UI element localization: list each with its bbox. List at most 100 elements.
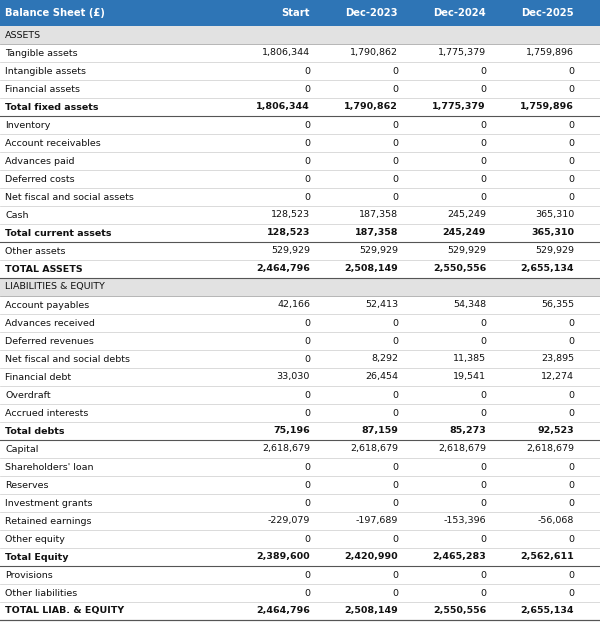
Text: 187,358: 187,358 [359, 211, 398, 219]
Bar [0, 80, 600, 98]
Text: 1,790,862: 1,790,862 [350, 48, 398, 57]
Text: 0: 0 [304, 336, 310, 345]
Text: 2,655,134: 2,655,134 [521, 265, 574, 273]
Text: 0: 0 [480, 193, 486, 202]
Bar [0, 44, 600, 62]
Text: 0: 0 [480, 462, 486, 471]
Text: 0: 0 [392, 120, 398, 130]
Text: 0: 0 [480, 408, 486, 417]
Text: 0: 0 [480, 570, 486, 579]
Text: 0: 0 [568, 570, 574, 579]
Text: 245,249: 245,249 [447, 211, 486, 219]
Text: 0: 0 [392, 391, 398, 399]
Text: 52,413: 52,413 [365, 300, 398, 310]
Text: 0: 0 [568, 156, 574, 165]
Text: 0: 0 [392, 588, 398, 597]
Bar [0, 530, 600, 548]
Text: 0: 0 [480, 156, 486, 165]
Text: 0: 0 [304, 85, 310, 93]
Text: 0: 0 [480, 319, 486, 328]
Text: 2,508,149: 2,508,149 [344, 607, 398, 616]
Text: 0: 0 [392, 336, 398, 345]
Bar [0, 98, 600, 116]
Text: 0: 0 [392, 156, 398, 165]
Text: 187,358: 187,358 [355, 228, 398, 237]
Text: 0: 0 [568, 534, 574, 544]
Text: Start: Start [281, 8, 310, 18]
Text: 0: 0 [392, 462, 398, 471]
Text: 529,929: 529,929 [447, 247, 486, 256]
Text: 0: 0 [568, 462, 574, 471]
Text: 0: 0 [480, 67, 486, 76]
Text: 54,348: 54,348 [453, 300, 486, 310]
Text: 0: 0 [568, 139, 574, 148]
Text: 1,759,896: 1,759,896 [520, 102, 574, 111]
Text: 0: 0 [392, 67, 398, 76]
Text: 0: 0 [480, 588, 486, 597]
Bar [0, 62, 600, 80]
Text: 0: 0 [480, 481, 486, 490]
Text: 26,454: 26,454 [365, 373, 398, 382]
Bar [0, 26, 600, 44]
Text: 2,618,679: 2,618,679 [262, 445, 310, 453]
Text: 2,550,556: 2,550,556 [433, 265, 486, 273]
Text: 0: 0 [304, 588, 310, 597]
Text: 2,389,600: 2,389,600 [256, 553, 310, 562]
Bar [0, 458, 600, 476]
Text: 2,550,556: 2,550,556 [433, 607, 486, 616]
Text: Net fiscal and social assets: Net fiscal and social assets [5, 193, 134, 202]
Bar [0, 368, 600, 386]
Text: 11,385: 11,385 [453, 354, 486, 364]
Text: 0: 0 [304, 354, 310, 364]
Text: 0: 0 [304, 534, 310, 544]
Text: 92,523: 92,523 [538, 427, 574, 436]
Text: Balance Sheet (£): Balance Sheet (£) [5, 8, 105, 18]
Text: 42,166: 42,166 [277, 300, 310, 310]
Bar [0, 152, 600, 170]
Text: 1,775,379: 1,775,379 [433, 102, 486, 111]
Text: 0: 0 [304, 174, 310, 184]
Bar [0, 404, 600, 422]
Text: Financial debt: Financial debt [5, 373, 71, 382]
Text: Total debts: Total debts [5, 427, 65, 436]
Text: -153,396: -153,396 [443, 516, 486, 525]
Text: Total Equity: Total Equity [5, 553, 68, 562]
Text: 0: 0 [392, 319, 398, 328]
Text: -229,079: -229,079 [268, 516, 310, 525]
Text: Deferred revenues: Deferred revenues [5, 336, 94, 345]
Bar [0, 512, 600, 530]
Text: 85,273: 85,273 [449, 427, 486, 436]
Text: 529,929: 529,929 [359, 247, 398, 256]
Text: 2,618,679: 2,618,679 [526, 445, 574, 453]
Text: 23,895: 23,895 [541, 354, 574, 364]
Text: Account receivables: Account receivables [5, 139, 101, 148]
Text: 0: 0 [304, 193, 310, 202]
Text: 2,562,611: 2,562,611 [520, 553, 574, 562]
Text: Inventory: Inventory [5, 120, 50, 130]
Text: 0: 0 [568, 481, 574, 490]
Text: 0: 0 [568, 336, 574, 345]
Text: 2,464,796: 2,464,796 [256, 607, 310, 616]
Text: 2,618,679: 2,618,679 [350, 445, 398, 453]
Bar [0, 170, 600, 188]
Bar [0, 386, 600, 404]
Bar [0, 602, 600, 620]
Bar [0, 332, 600, 350]
Text: Capital: Capital [5, 445, 38, 453]
Bar [0, 566, 600, 584]
Text: LIABILITIES & EQUITY: LIABILITIES & EQUITY [5, 282, 105, 291]
Text: 128,523: 128,523 [266, 228, 310, 237]
Text: 0: 0 [304, 570, 310, 579]
Text: 0: 0 [392, 499, 398, 508]
Bar [0, 476, 600, 494]
Text: 529,929: 529,929 [535, 247, 574, 256]
Text: 87,159: 87,159 [361, 427, 398, 436]
Text: 0: 0 [304, 120, 310, 130]
Text: 365,310: 365,310 [535, 211, 574, 219]
Text: 0: 0 [392, 193, 398, 202]
Text: 0: 0 [392, 174, 398, 184]
Text: 0: 0 [480, 499, 486, 508]
Bar [0, 548, 600, 566]
Bar [0, 0, 600, 26]
Text: 2,464,796: 2,464,796 [256, 265, 310, 273]
